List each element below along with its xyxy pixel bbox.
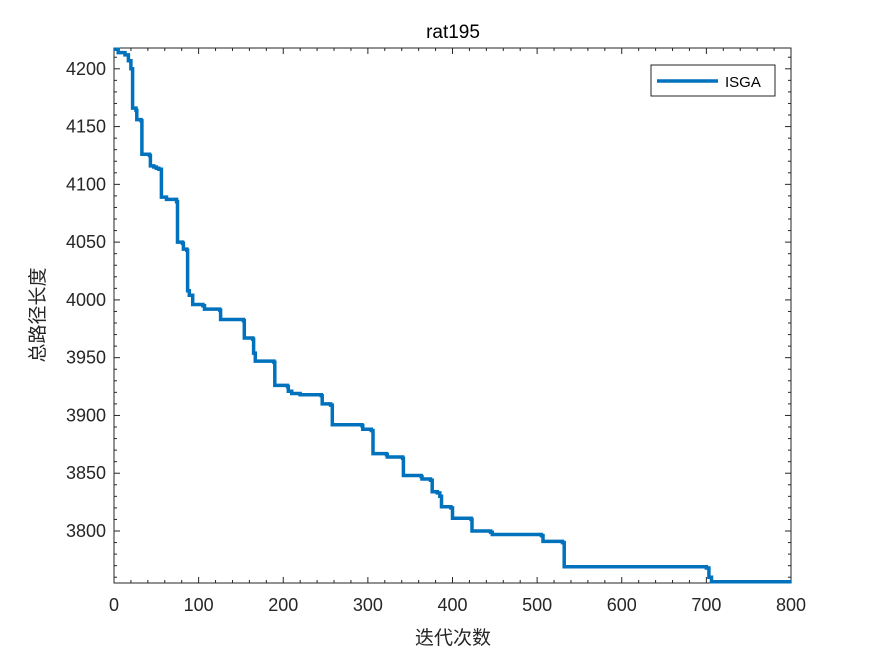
y-tick-label: 3950 (66, 348, 106, 368)
y-axis-label: 总路径长度 (27, 267, 49, 362)
x-tick-label: 700 (691, 595, 721, 615)
series-line-isga (114, 47, 791, 584)
x-tick-label: 800 (776, 595, 806, 615)
plot-area (113, 47, 792, 584)
chart-title: rat195 (426, 22, 480, 43)
y-tick-label: 4000 (66, 290, 106, 310)
y-tick-label: 3850 (66, 463, 106, 483)
y-tick-label: 4050 (66, 232, 106, 252)
x-axis: 0 100 200 300 400 500 600 700 800 (109, 48, 806, 615)
x-tick-label: 500 (522, 595, 552, 615)
y-tick-label: 4200 (66, 59, 106, 79)
y-axis: 3800 3850 3900 3950 4000 4050 4100 4150 4200 (66, 56, 791, 578)
y-tick-label: 3800 (66, 521, 106, 541)
x-tick-label: 300 (353, 595, 383, 615)
x-tick-label: 200 (268, 595, 298, 615)
x-axis-label: 迭代次数 (415, 627, 491, 649)
x-tick-label: 0 (109, 595, 119, 615)
x-tick-label: 600 (607, 595, 637, 615)
y-tick-label: 3900 (66, 405, 106, 425)
y-tick-label: 4100 (66, 174, 106, 194)
legend: ISGA (650, 64, 776, 97)
legend-label-isga: ISGA (725, 74, 761, 91)
y-tick-label: 4150 (66, 117, 106, 137)
x-tick-label: 100 (184, 595, 214, 615)
x-tick-label: 400 (437, 595, 467, 615)
